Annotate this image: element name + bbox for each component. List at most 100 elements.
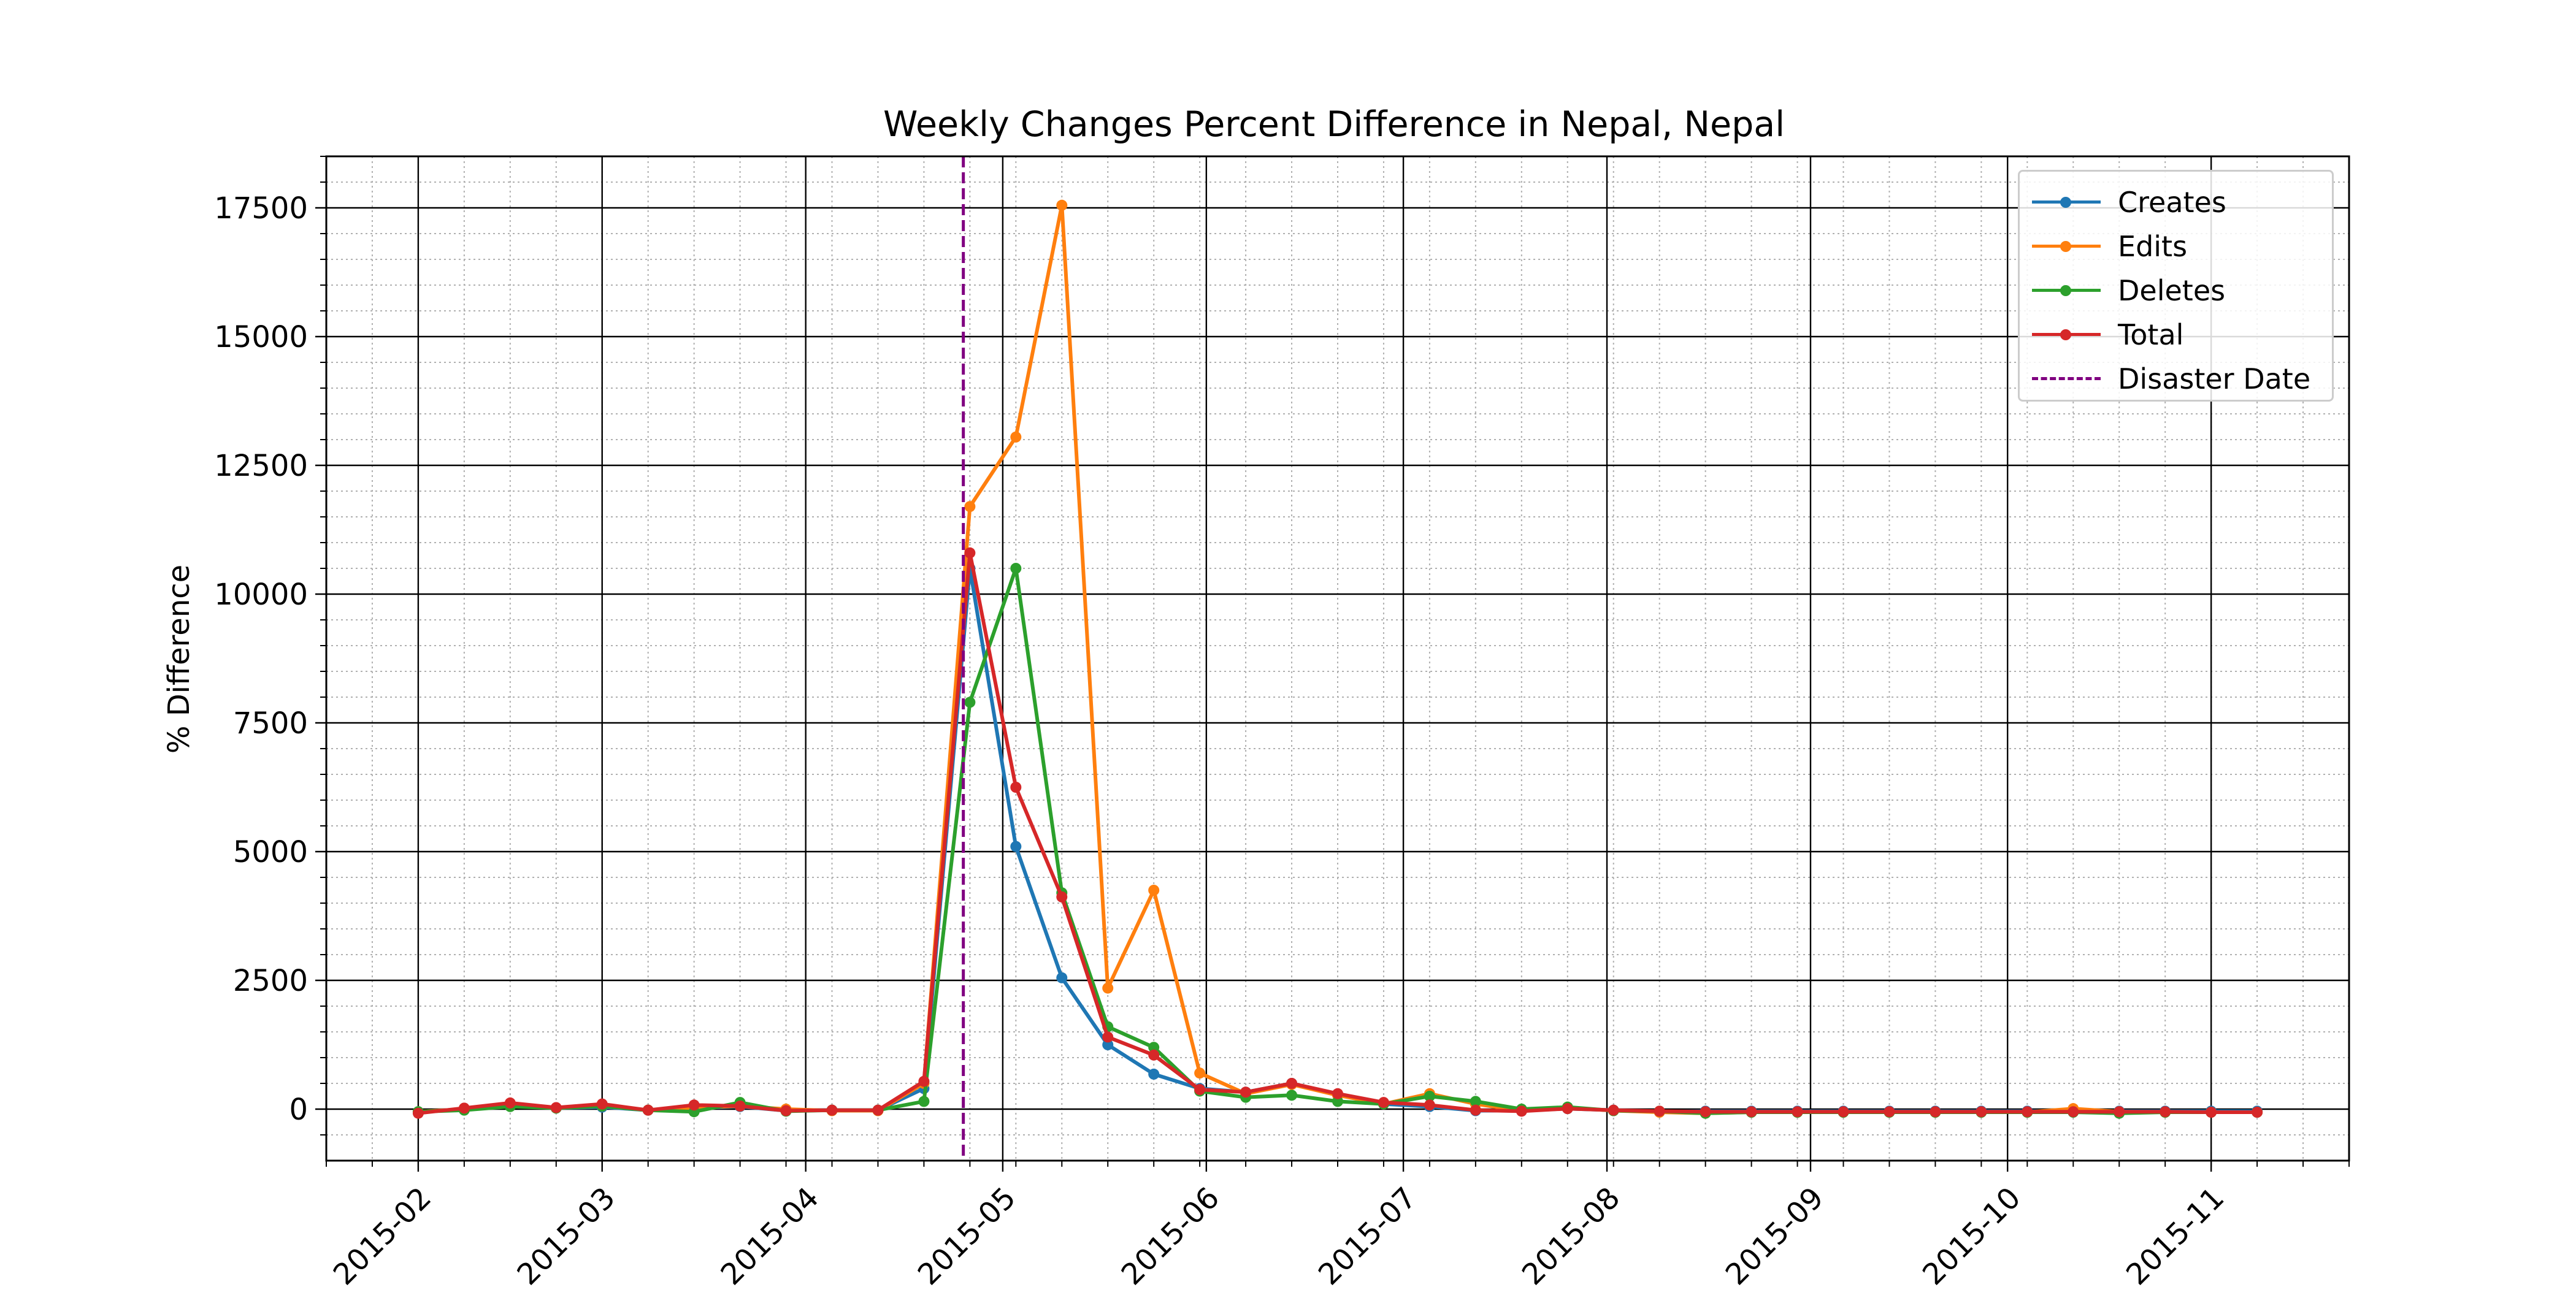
data-point-total xyxy=(550,1102,562,1113)
data-point-total xyxy=(1424,1099,1435,1111)
data-point-total xyxy=(1332,1088,1343,1099)
legend-marker-total xyxy=(2060,329,2071,340)
data-point-total xyxy=(1654,1105,1665,1117)
legend: Creates Edits Deletes Total Disaster Dat… xyxy=(2018,170,2334,402)
data-point-total xyxy=(504,1097,516,1109)
data-point-total xyxy=(1976,1106,1987,1118)
y-tick-label: 7500 xyxy=(233,706,308,741)
data-point-deletes xyxy=(1148,1042,1160,1053)
data-point-total xyxy=(1240,1086,1252,1098)
y-axis-label: % Difference xyxy=(162,565,196,754)
y-tick-label: 10000 xyxy=(214,578,308,612)
x-tick-label: 2015-10 xyxy=(1916,1181,2027,1288)
data-point-total xyxy=(596,1098,608,1110)
data-point-total xyxy=(1562,1103,1573,1115)
data-point-edits xyxy=(1148,885,1160,896)
data-point-total xyxy=(2068,1106,2079,1118)
y-tick-label: 5000 xyxy=(233,835,308,869)
data-point-deletes xyxy=(1010,563,1022,574)
data-point-total xyxy=(964,547,976,559)
data-point-total xyxy=(734,1100,746,1112)
data-point-total xyxy=(1884,1106,1895,1118)
legend-marker-edits xyxy=(2060,241,2071,252)
plot-frame xyxy=(325,155,2350,1162)
data-point-total xyxy=(872,1104,884,1116)
x-tick-label: 2015-02 xyxy=(327,1181,438,1288)
x-tick-label: 2015-11 xyxy=(2120,1181,2231,1288)
minor-grid xyxy=(326,156,2350,1161)
y-tick-label: 0 xyxy=(289,1093,308,1127)
legend-label-creates: Creates xyxy=(2118,186,2226,219)
data-point-total xyxy=(1516,1105,1527,1117)
data-point-edits xyxy=(1010,431,1022,443)
data-point-total xyxy=(2160,1106,2171,1118)
legend-item-creates: Creates xyxy=(2020,180,2332,224)
data-point-deletes xyxy=(918,1096,930,1107)
x-tick-label: 2015-05 xyxy=(911,1181,1022,1288)
legend-label-disaster-date: Disaster Date xyxy=(2118,362,2311,395)
data-point-total xyxy=(1608,1104,1619,1116)
legend-item-total: Total xyxy=(2020,313,2332,357)
data-point-total xyxy=(1148,1049,1160,1061)
y-tick-label: 2500 xyxy=(233,964,308,998)
legend-label-total: Total xyxy=(2118,318,2184,351)
data-point-deletes xyxy=(1286,1090,1298,1101)
data-point-total xyxy=(458,1102,470,1114)
x-tick-label: 2015-03 xyxy=(511,1181,622,1288)
data-point-total xyxy=(1102,1031,1114,1043)
data-point-edits xyxy=(1056,199,1068,211)
legend-swatch-disaster-date xyxy=(2032,377,2101,380)
data-point-total xyxy=(642,1104,654,1116)
y-tick-label: 12500 xyxy=(214,449,308,483)
data-point-total xyxy=(2252,1107,2263,1118)
data-point-total xyxy=(1378,1097,1389,1109)
data-point-total xyxy=(688,1099,700,1111)
x-tick-label: 2015-06 xyxy=(1115,1181,1226,1288)
data-point-deletes xyxy=(1424,1091,1435,1102)
legend-item-deletes: Deletes xyxy=(2020,269,2332,313)
legend-marker-creates xyxy=(2060,197,2071,208)
x-tick-label: 2015-09 xyxy=(1719,1181,1830,1288)
data-point-total xyxy=(1930,1106,1941,1118)
data-point-total xyxy=(918,1075,930,1087)
data-point-deletes xyxy=(1470,1096,1481,1107)
legend-marker-deletes xyxy=(2060,285,2071,296)
data-point-total xyxy=(1470,1104,1481,1116)
data-point-total xyxy=(2022,1106,2033,1118)
data-point-total xyxy=(1010,782,1022,793)
data-point-creates xyxy=(1102,1039,1114,1050)
data-point-total xyxy=(1056,891,1068,903)
legend-item-disaster-date: Disaster Date xyxy=(2020,357,2332,401)
data-point-total xyxy=(1700,1106,1711,1118)
series-line-total xyxy=(418,551,2258,1115)
data-point-total xyxy=(1746,1106,1757,1118)
data-point-creates xyxy=(1010,841,1022,852)
data-point-total xyxy=(2114,1106,2125,1118)
series-total xyxy=(412,547,2263,1119)
data-point-creates xyxy=(1148,1068,1160,1080)
data-point-total xyxy=(1838,1106,1849,1118)
data-point-total xyxy=(2206,1107,2217,1118)
data-point-total xyxy=(826,1104,838,1116)
data-point-deletes xyxy=(1332,1096,1343,1107)
y-tick-label: 15000 xyxy=(214,320,308,354)
x-tick-label: 2015-04 xyxy=(714,1181,825,1288)
tick-labels: 2015-02 2015-03 2015-04 2015-05 2015-06 2015-… xyxy=(214,191,2231,1290)
legend-label-edits: Edits xyxy=(2118,230,2188,263)
x-tick-label: 2015-08 xyxy=(1516,1181,1627,1288)
legend-label-deletes: Deletes xyxy=(2118,274,2226,307)
data-point-creates xyxy=(1056,972,1068,983)
data-point-total xyxy=(1194,1084,1206,1096)
chart-title: Weekly Changes Percent Difference in Nep… xyxy=(883,104,1785,145)
data-point-total xyxy=(1792,1106,1803,1118)
x-tick-label: 2015-07 xyxy=(1312,1181,1423,1288)
axes xyxy=(315,155,2350,1172)
data-point-total xyxy=(1286,1078,1298,1089)
series-layer xyxy=(412,199,2263,1119)
data-point-total xyxy=(780,1105,792,1116)
data-point-edits xyxy=(1194,1067,1206,1079)
data-point-edits xyxy=(1102,982,1114,994)
data-point-edits xyxy=(964,501,976,513)
